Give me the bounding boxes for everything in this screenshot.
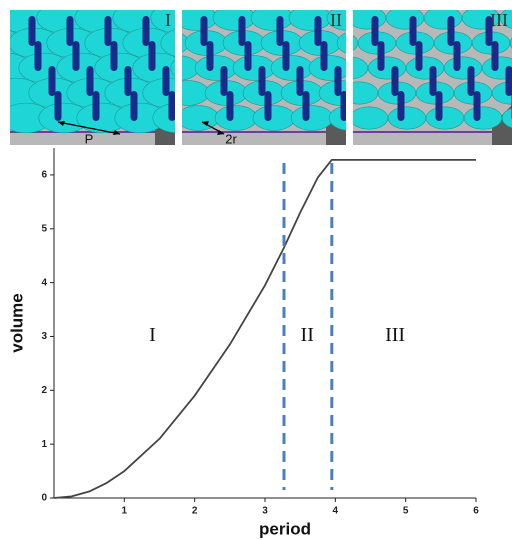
page: {"panels": [{"label": "I", "annotation":… <box>0 0 512 540</box>
disc <box>253 106 295 131</box>
disc <box>0 3 11 33</box>
disc <box>175 6 217 31</box>
pillar <box>448 16 455 46</box>
panels: I P II 2r III <box>0 3 512 146</box>
pillar <box>315 16 322 46</box>
region-label: III <box>385 324 405 346</box>
pillar <box>335 66 342 96</box>
pillar <box>169 91 176 121</box>
pillar <box>506 66 512 96</box>
disc <box>271 56 313 81</box>
pillar <box>297 66 304 96</box>
disc <box>444 57 482 79</box>
x-tick-label: 2 <box>192 506 198 517</box>
pillar <box>105 16 112 46</box>
y-tick-label: 3 <box>41 331 47 342</box>
pillar <box>73 41 80 71</box>
disc <box>213 6 255 31</box>
disc <box>348 7 386 29</box>
pillar <box>283 41 290 71</box>
pillar <box>149 41 156 71</box>
pillar <box>474 91 481 121</box>
disc <box>424 7 462 29</box>
x-tick-label: 1 <box>122 506 128 517</box>
pillar <box>321 41 328 71</box>
pillar <box>378 41 385 71</box>
pillar <box>67 16 74 46</box>
y-tick-label: 5 <box>41 223 47 234</box>
pillar <box>221 66 228 96</box>
pillar <box>259 66 266 96</box>
y-tick-label: 2 <box>41 385 47 396</box>
pillar <box>265 91 272 121</box>
disc <box>386 7 424 29</box>
pillar <box>143 16 150 46</box>
pillar <box>303 91 310 121</box>
y-tick-label: 4 <box>41 277 47 288</box>
x-tick-label: 3 <box>262 506 268 517</box>
y-axis-title: volume <box>7 293 26 353</box>
data-line <box>54 160 476 498</box>
disc <box>368 57 406 79</box>
pillar <box>49 66 56 96</box>
disc <box>309 56 351 81</box>
region-label: I <box>149 324 156 346</box>
pillar <box>245 41 252 71</box>
pillar <box>436 91 443 121</box>
y-tick-label: 6 <box>41 170 47 181</box>
pillar <box>93 91 100 121</box>
region-label: II <box>301 324 314 346</box>
pillar <box>372 16 379 46</box>
dimension-label: P <box>85 131 94 146</box>
pillar <box>398 91 405 121</box>
pillar <box>55 91 62 121</box>
panel-label: II <box>330 10 342 30</box>
pillar <box>416 41 423 71</box>
disc <box>133 53 183 83</box>
pillar <box>239 16 246 46</box>
pillar <box>163 66 170 96</box>
y-tick-label: 1 <box>41 439 47 450</box>
panel-label: III <box>490 10 508 30</box>
pillar <box>492 41 499 71</box>
disc <box>350 107 388 129</box>
pillar <box>410 16 417 46</box>
pillar <box>201 16 208 46</box>
pillar <box>392 66 399 96</box>
disc <box>233 56 275 81</box>
pillar <box>227 91 234 121</box>
pillar <box>111 41 118 71</box>
figure: IPII2rIII 0123456123456periodvolumeIIIII… <box>0 0 512 540</box>
pillar <box>454 41 461 71</box>
pillar <box>277 16 284 46</box>
pillar <box>29 16 36 46</box>
pillar <box>430 66 437 96</box>
disc <box>388 107 426 129</box>
panel-label: I <box>165 10 171 30</box>
x-tick-label: 4 <box>333 506 339 517</box>
pillar <box>468 66 475 96</box>
disc <box>426 107 464 129</box>
pillar <box>35 41 42 71</box>
disc <box>464 107 502 129</box>
pillar <box>125 66 132 96</box>
disc <box>195 56 237 81</box>
pillar <box>87 66 94 96</box>
disc <box>251 6 293 31</box>
y-tick-label: 0 <box>41 493 47 504</box>
x-tick-label: 5 <box>403 506 409 517</box>
dimension-label: 2r <box>225 131 237 146</box>
disc <box>406 57 444 79</box>
pillar <box>131 91 138 121</box>
pillar <box>341 91 348 121</box>
pillar <box>207 41 214 71</box>
disc <box>177 106 219 131</box>
disc <box>215 106 257 131</box>
disc <box>291 106 333 131</box>
x-axis-title: period <box>259 519 311 538</box>
disc <box>289 6 331 31</box>
x-tick-label: 6 <box>473 506 479 517</box>
